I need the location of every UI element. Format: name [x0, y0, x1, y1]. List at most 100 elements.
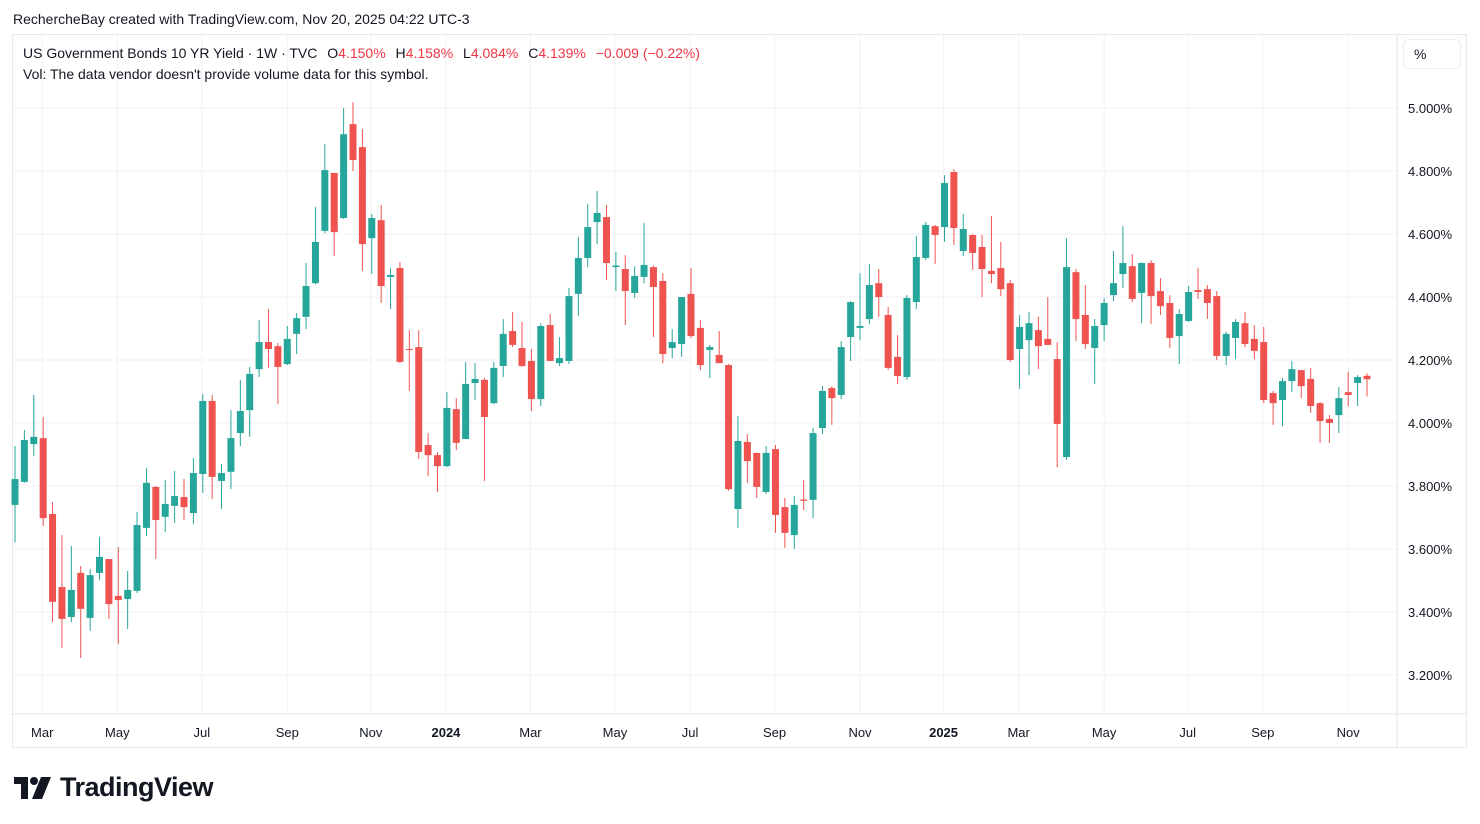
candle-body: [828, 388, 836, 399]
chart-credit: RechercheBay created with TradingView.co…: [13, 11, 470, 27]
candle: [969, 234, 977, 270]
tradingview-logo-icon: [14, 776, 51, 799]
time-tick-label: Mar: [31, 725, 54, 740]
close-value: 4.139%: [538, 45, 586, 61]
candle-body: [368, 217, 376, 239]
candle-body: [593, 212, 601, 223]
candle: [142, 468, 150, 537]
candle: [1241, 312, 1249, 348]
candle: [236, 379, 244, 446]
candle: [1260, 326, 1268, 404]
candle-body: [743, 441, 751, 462]
candle: [790, 496, 798, 549]
candle-body: [396, 268, 404, 362]
candle: [1044, 297, 1052, 345]
candle-body: [509, 331, 517, 345]
price-tick-label: 5.000%: [1408, 101, 1453, 116]
candle: [462, 361, 470, 440]
candle: [452, 398, 460, 451]
candle: [114, 547, 122, 645]
candle: [283, 326, 291, 366]
candle: [696, 320, 704, 371]
change-value: −0.009 (−0.22%): [595, 45, 701, 61]
candle-body: [959, 229, 967, 252]
candle: [208, 394, 216, 499]
candle-body: [199, 400, 207, 475]
candle-body: [330, 172, 338, 233]
candle: [340, 108, 348, 219]
candle: [1269, 390, 1277, 425]
price-tick-label: 4.200%: [1408, 353, 1453, 368]
candle-body: [941, 183, 948, 228]
candle-body: [1147, 263, 1155, 297]
chart-frame: [12, 34, 1467, 748]
time-tick-label: Nov: [359, 725, 383, 740]
candle: [593, 190, 601, 245]
price-tick-label: 3.600%: [1408, 542, 1453, 557]
candle: [800, 480, 808, 510]
candle-body: [556, 358, 564, 364]
time-tick-label: May: [603, 725, 628, 740]
candle-body: [1279, 381, 1286, 401]
time-tick-label: May: [1092, 725, 1117, 740]
candle: [377, 205, 385, 304]
candle: [612, 251, 620, 292]
candle-body: [565, 296, 573, 361]
percent-scale-button[interactable]: %: [1403, 39, 1461, 69]
candle-body: [865, 285, 873, 320]
candle-body: [1006, 283, 1014, 361]
candle: [171, 470, 179, 523]
logo-text: TradingView: [60, 772, 214, 802]
candle: [1156, 278, 1164, 315]
candle-body: [922, 224, 930, 258]
candle-body: [349, 124, 357, 161]
candle-body: [77, 572, 85, 609]
candle-body: [171, 496, 179, 506]
candle: [631, 266, 639, 298]
candle: [424, 433, 432, 476]
price-tick-label: 4.400%: [1408, 290, 1453, 305]
candle-body: [772, 449, 779, 515]
candle: [1175, 308, 1183, 365]
candle: [30, 394, 38, 457]
candle: [950, 169, 958, 246]
candle-body: [884, 314, 892, 368]
candle: [387, 268, 395, 309]
candle: [1194, 268, 1202, 299]
candle: [865, 263, 873, 325]
time-tick-label: 2024: [431, 725, 461, 740]
candle: [1250, 325, 1258, 360]
candle-body: [255, 342, 263, 370]
candle-body: [471, 378, 479, 384]
candle-body: [189, 473, 197, 514]
candle-body: [443, 407, 451, 467]
candle: [1185, 286, 1193, 322]
candle: [959, 214, 967, 257]
candle-body: [1100, 303, 1108, 326]
candle-body: [1016, 326, 1024, 349]
candle-body: [302, 286, 310, 317]
candle: [912, 235, 920, 309]
x-axis-labels: Mar May Jul Sep Nov 2024 Mar May Jul Sep Nov 2025 Ma…: [31, 725, 1360, 740]
candle: [1316, 402, 1324, 443]
candle: [1072, 268, 1080, 342]
candle-body: [781, 507, 789, 533]
candle-body: [358, 147, 366, 245]
candle-body: [1325, 418, 1333, 423]
candle: [311, 206, 319, 285]
candle-body: [161, 503, 169, 517]
candle-body: [1063, 267, 1071, 458]
candle: [837, 341, 845, 400]
candle-body: [1288, 369, 1296, 382]
candle: [603, 205, 610, 281]
candle: [302, 263, 310, 330]
candle-body: [621, 268, 629, 292]
candle-body: [377, 220, 385, 287]
candle-body: [1166, 303, 1174, 338]
candle-body: [1072, 272, 1080, 320]
candle-body: [1354, 377, 1362, 384]
candle-body: [39, 438, 47, 519]
candle-body: [584, 227, 592, 258]
candle: [227, 410, 235, 490]
